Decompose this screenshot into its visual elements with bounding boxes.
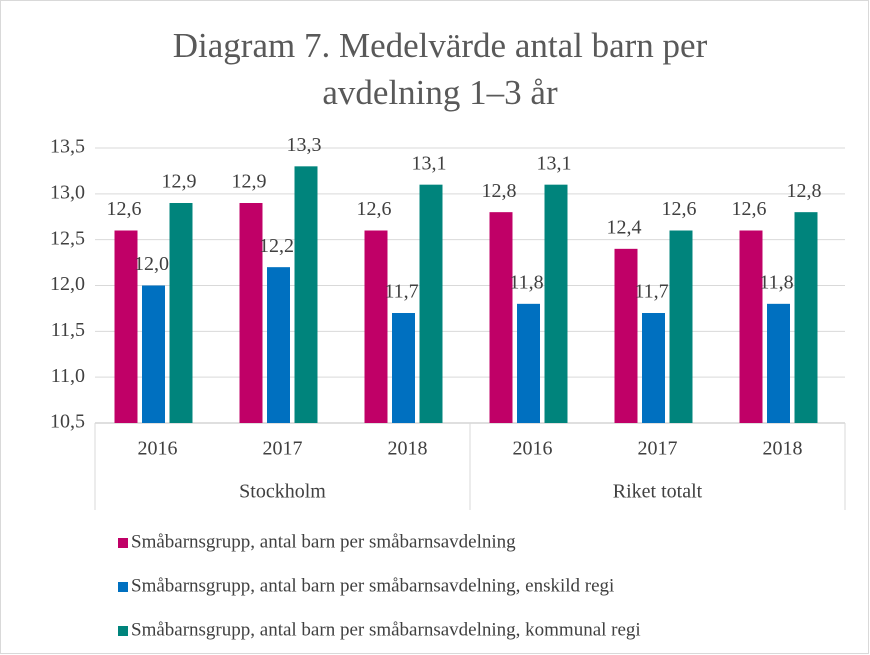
bar: [614, 248, 638, 423]
value-label: 12,9: [162, 171, 197, 193]
legend-marker: [118, 538, 128, 548]
bar: [169, 203, 193, 423]
bar: [419, 184, 443, 423]
value-label: 12,6: [107, 198, 142, 220]
value-label: 12,8: [787, 180, 822, 202]
bar: [517, 303, 540, 423]
value-label: 12,9: [232, 171, 267, 193]
value-label: 13,1: [537, 152, 572, 174]
bar: [739, 230, 763, 423]
bar: [294, 166, 318, 424]
value-label: 13,3: [287, 134, 322, 156]
bar: [364, 230, 388, 423]
bar: [392, 313, 415, 423]
x-tick-label: 2018: [763, 438, 803, 460]
bar: [489, 212, 513, 423]
legend-label: Småbarnsgrupp, antal barn per småbarnsav…: [131, 575, 614, 596]
value-label: 11,7: [634, 281, 668, 303]
x-tick-label: 2018: [388, 438, 428, 460]
group-label: Stockholm: [239, 481, 326, 503]
legend-marker: [118, 582, 128, 592]
x-tick-label: 2016: [138, 438, 178, 460]
value-label: 13,1: [412, 152, 447, 174]
bar: [267, 267, 290, 423]
value-label: 12,6: [357, 198, 392, 220]
bar: [642, 313, 665, 423]
value-label: 12,2: [259, 235, 294, 257]
value-label: 11,8: [509, 271, 543, 293]
y-tick-label: 12,0: [50, 273, 85, 295]
value-label: 11,7: [384, 281, 418, 303]
y-tick-label: 13,5: [50, 136, 85, 158]
legend-label: Småbarnsgrupp, antal barn per småbarnsav…: [131, 531, 516, 552]
y-tick-label: 10,5: [50, 411, 85, 433]
bar: [669, 230, 693, 423]
value-label: 11,8: [759, 271, 793, 293]
y-tick-label: 11,0: [51, 365, 85, 387]
legend-label: Småbarnsgrupp, antal barn per småbarnsav…: [131, 619, 641, 640]
bar: [239, 203, 263, 423]
bar: [544, 184, 568, 423]
value-label: 12,8: [482, 180, 517, 202]
bar: [114, 230, 138, 423]
value-label: 12,0: [134, 253, 169, 275]
y-tick-label: 11,5: [51, 319, 85, 341]
value-label: 12,6: [732, 198, 767, 220]
y-tick-label: 12,5: [50, 227, 85, 249]
bar: [142, 285, 165, 423]
y-tick-label: 13,0: [50, 181, 85, 203]
x-tick-label: 2017: [638, 438, 678, 460]
group-label: Riket totalt: [613, 481, 703, 503]
value-label: 12,4: [607, 216, 642, 238]
value-label: 12,6: [662, 198, 697, 220]
chart-title: Diagram 7. Medelvärde antal barn per avd…: [172, 26, 708, 112]
x-tick-label: 2016: [513, 438, 553, 460]
legend-marker: [118, 626, 128, 636]
x-tick-label: 2017: [263, 438, 303, 460]
bar: [794, 212, 818, 423]
bar: [767, 303, 790, 423]
